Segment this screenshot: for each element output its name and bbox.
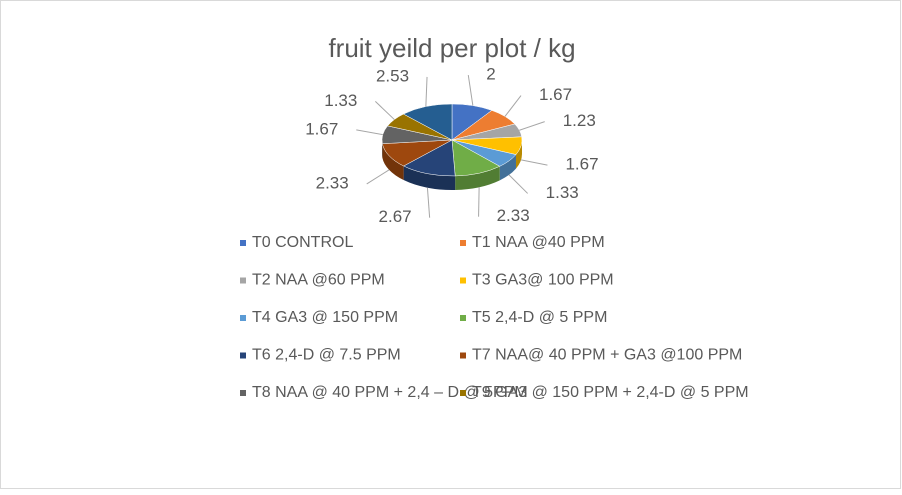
legend-swatch bbox=[240, 278, 246, 284]
data-label: 2.33 bbox=[316, 173, 349, 192]
data-label: 1.67 bbox=[565, 155, 598, 174]
data-label: 1.67 bbox=[305, 119, 338, 138]
data-label: 1.33 bbox=[546, 183, 579, 202]
legend-label: T6 2,4-D @ 7.5 PPM bbox=[252, 347, 401, 364]
legend-label: T5 2,4-D @ 5 PPM bbox=[472, 309, 607, 326]
leader-line bbox=[479, 187, 480, 216]
legend-label: T2 NAA @60 PPM bbox=[252, 272, 385, 289]
data-label: 2.53 bbox=[376, 66, 409, 85]
data-label: 1.33 bbox=[324, 91, 357, 110]
legend-label: T7 NAA@ 40 PPM + GA3 @100 PPM bbox=[472, 347, 742, 364]
legend-label: T0 CONTROL bbox=[252, 234, 353, 251]
legend-label: T3 GA3@ 100 PPM bbox=[472, 272, 614, 289]
data-label: 2.67 bbox=[379, 207, 412, 226]
legend-swatch bbox=[460, 240, 466, 246]
data-label: 1.67 bbox=[539, 85, 572, 104]
legend-label: T4 GA3 @ 150 PPM bbox=[252, 309, 398, 326]
legend-label: T1 NAA @40 PPM bbox=[472, 234, 605, 251]
legend-swatch bbox=[240, 315, 246, 321]
data-label: 2.33 bbox=[497, 206, 530, 225]
legend-label: T9 GA3 @ 150 PPM + 2,4-D @ 5 PPM bbox=[472, 384, 749, 401]
legend-swatch bbox=[240, 353, 246, 359]
legend-swatch bbox=[240, 240, 246, 246]
legend-swatch bbox=[460, 315, 466, 321]
data-label: 1.23 bbox=[563, 111, 596, 130]
chart-title: fruit yeild per plot / kg bbox=[328, 33, 575, 63]
legend-swatch bbox=[460, 390, 466, 396]
legend-swatch bbox=[460, 278, 466, 284]
legend-swatch bbox=[460, 353, 466, 359]
legend-swatch bbox=[240, 390, 246, 396]
data-label: 2 bbox=[486, 65, 495, 84]
